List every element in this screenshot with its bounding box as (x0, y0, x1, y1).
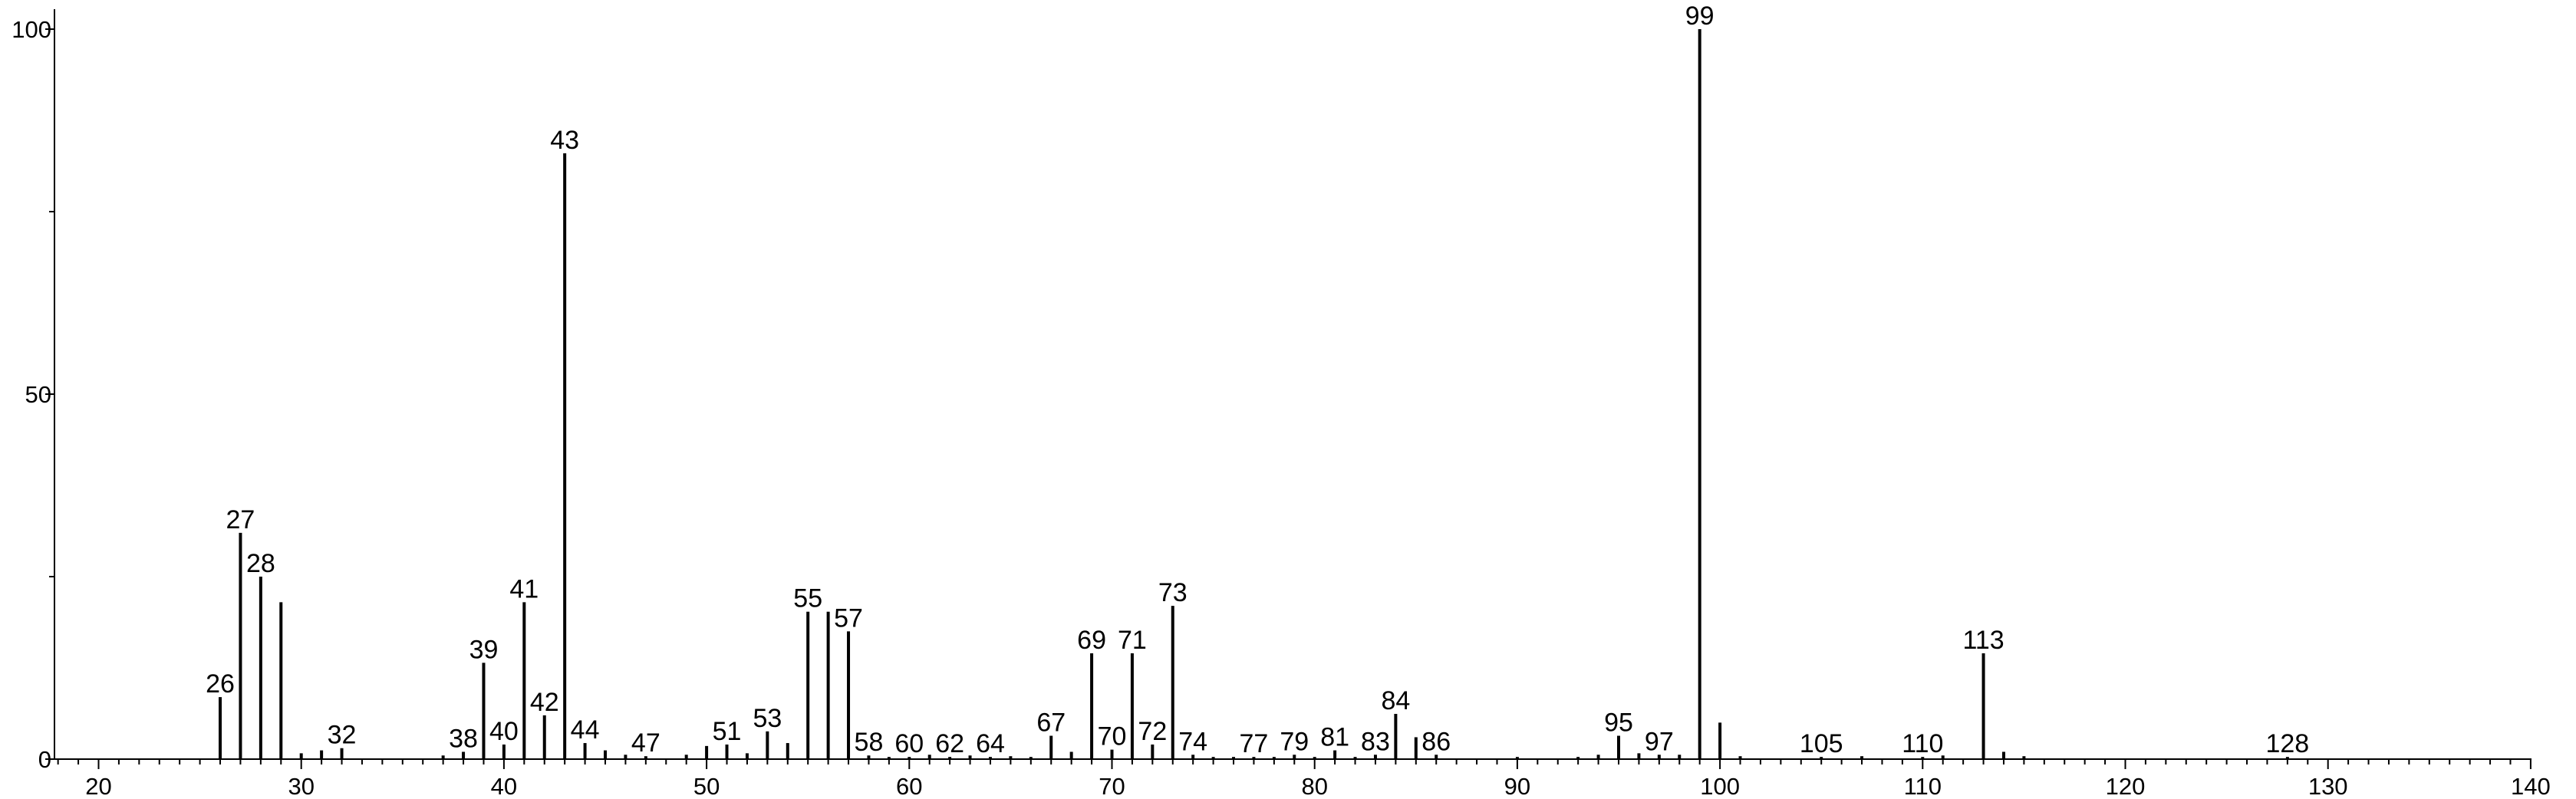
peak-label-44: 44 (571, 715, 600, 745)
peak-label-38: 38 (449, 724, 478, 753)
peak-label-69: 69 (1077, 626, 1106, 655)
x-tick-label: 140 (2511, 773, 2551, 799)
peak-label-74: 74 (1178, 727, 1207, 756)
x-tick-label: 120 (2106, 773, 2146, 799)
x-tick-label: 90 (1504, 773, 1530, 799)
peak-label-86: 86 (1421, 727, 1451, 756)
peak-label-39: 39 (469, 635, 499, 664)
peak-label-113: 113 (1962, 626, 2004, 655)
peak-label-97: 97 (1645, 727, 1674, 756)
peak-label-71: 71 (1118, 626, 1147, 655)
peak-label-72: 72 (1138, 717, 1167, 746)
peak-label-60: 60 (894, 729, 924, 758)
peak-label-51: 51 (713, 717, 742, 746)
peak-label-41: 41 (509, 574, 539, 603)
peak-label-99: 99 (1685, 2, 1715, 31)
peak-label-73: 73 (1158, 578, 1188, 607)
x-tick-label: 40 (491, 773, 517, 799)
x-tick-label: 60 (896, 773, 922, 799)
peak-label-81: 81 (1320, 723, 1349, 752)
peak-label-64: 64 (976, 729, 1005, 758)
x-axis-ticks: 20 30 40 50 60 70 80 90 100 110 120 130 140 (57, 759, 2551, 799)
peak-labels: 26 27 28 32 38 39 40 41 42 43 44 47 51 53 55 57 58 60 62 64… (206, 2, 2309, 758)
peak-label-58: 58 (855, 728, 884, 757)
peak-label-62: 62 (935, 729, 964, 758)
peak-label-84: 84 (1381, 686, 1410, 715)
peak-label-55: 55 (793, 584, 822, 613)
x-tick-label: 100 (1700, 773, 1740, 799)
x-tick-label: 130 (2308, 773, 2348, 799)
peak-label-128: 128 (2265, 729, 2309, 758)
peak-label-40: 40 (489, 717, 519, 746)
x-tick-label: 30 (288, 773, 314, 799)
peak-label-32: 32 (328, 721, 357, 750)
peak-label-105: 105 (1800, 729, 1843, 758)
peak-label-27: 27 (226, 505, 255, 534)
peak-label-110: 110 (1902, 729, 1943, 758)
x-tick-label: 50 (693, 773, 720, 799)
peak-label-79: 79 (1280, 727, 1309, 756)
x-tick-label: 70 (1099, 773, 1125, 799)
peak-label-57: 57 (834, 603, 863, 633)
y-axis-ticks: 0 50 100 (12, 16, 54, 773)
peak-label-42: 42 (530, 688, 559, 717)
peak-bars (219, 29, 2289, 759)
x-tick-label: 110 (1904, 773, 1942, 799)
x-tick-label: 80 (1301, 773, 1327, 799)
peak-label-28: 28 (246, 549, 275, 578)
peak-label-83: 83 (1361, 727, 1390, 756)
peak-label-67: 67 (1036, 709, 1066, 738)
x-tick-label: 20 (85, 773, 111, 799)
peak-label-95: 95 (1604, 709, 1633, 738)
y-tick-label: 0 (38, 746, 51, 773)
peak-label-70: 70 (1098, 722, 1127, 751)
peak-label-47: 47 (631, 728, 660, 758)
peak-label-26: 26 (206, 669, 235, 699)
peak-label-77: 77 (1240, 729, 1269, 758)
y-tick-label: 50 (25, 381, 51, 408)
peak-label-53: 53 (753, 704, 782, 733)
peak-label-43: 43 (550, 126, 579, 155)
y-tick-label: 100 (12, 16, 51, 43)
